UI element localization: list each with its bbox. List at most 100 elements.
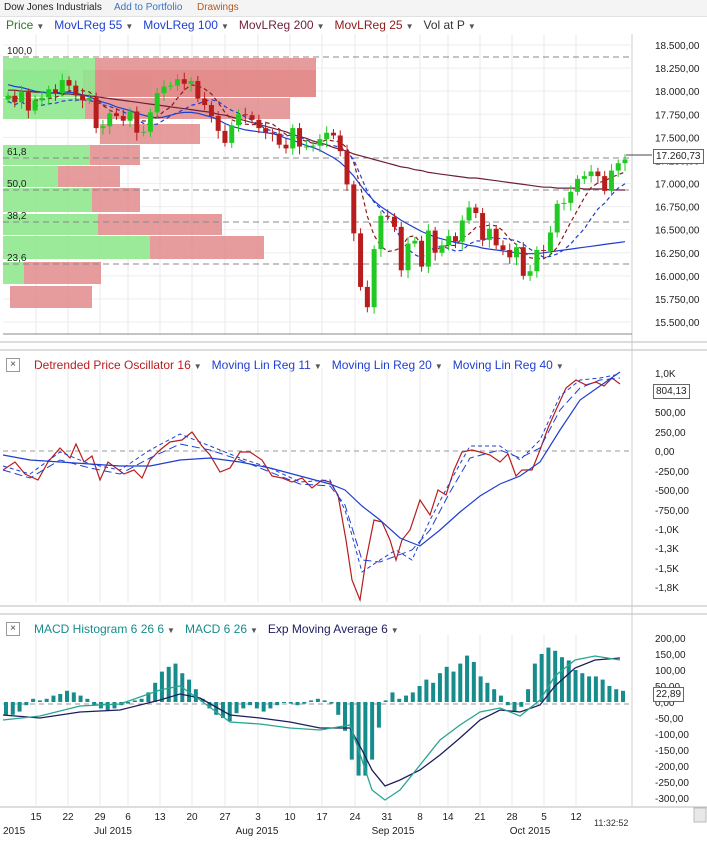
movlreg-100-line: [7, 99, 626, 259]
candle-body: [561, 202, 567, 204]
x-day-label: 17: [316, 812, 328, 823]
macd-histogram-bar: [478, 676, 483, 702]
candle-body: [480, 213, 486, 240]
legend-label: MovLReg 55: [54, 18, 123, 32]
vap-bar: [3, 214, 98, 235]
candle-body: [622, 159, 628, 164]
legend-vol-at-price[interactable]: Vol at P ▼: [423, 18, 475, 34]
drawings-link[interactable]: Drawings: [197, 2, 239, 13]
candle-body: [236, 114, 242, 126]
macd-histogram-bar: [526, 689, 531, 702]
candle-body: [432, 230, 438, 253]
top-bar: Dow Jones Industrials Add to Portfolio D…: [0, 0, 707, 17]
chevron-down-icon: ▼: [313, 362, 322, 371]
macd-histogram-bar: [492, 689, 497, 702]
candle-body: [276, 133, 282, 145]
fib-level-label: 38,2: [7, 211, 27, 222]
candle-body: [100, 126, 106, 129]
legend-dpo[interactable]: Detrended Price Oscillator 16 ▼: [34, 358, 202, 374]
dpo-tick-label: -1,8K: [655, 583, 679, 594]
fib-level-label: 100,0: [7, 46, 32, 57]
candle-body: [330, 132, 336, 136]
candle-body: [303, 146, 309, 148]
chevron-down-icon: ▼: [434, 362, 443, 371]
price-tick-label: 16.750,00: [655, 203, 700, 214]
vap-bar: [98, 214, 222, 235]
legend-macd[interactable]: MACD 6 26 ▼: [185, 622, 258, 638]
x-day-label: 3: [255, 812, 261, 823]
macd-histogram-bar: [512, 702, 517, 712]
vap-bar: [58, 166, 120, 187]
macd-histogram-bar: [458, 663, 463, 702]
macd-tick-label: 0,00: [655, 698, 675, 709]
macd-histogram-bar: [444, 666, 449, 702]
x-day-label: 22: [62, 812, 74, 823]
macd-tick-label: -200,00: [655, 762, 689, 773]
x-day-label: 24: [349, 812, 361, 823]
chevron-down-icon: ▼: [467, 22, 476, 31]
candle-body: [581, 176, 587, 179]
candle-body: [391, 216, 397, 227]
macd-tick-label: -300,00: [655, 794, 689, 805]
candle-body: [412, 240, 418, 244]
candle-body: [249, 115, 255, 120]
legend-exp-ma[interactable]: Exp Moving Average 6 ▼: [268, 622, 399, 638]
macd-histogram-bar: [376, 702, 381, 728]
legend-movlreg-25[interactable]: MovLReg 25 ▼: [335, 18, 414, 34]
macd-histogram-bar: [343, 702, 348, 731]
candle-body: [242, 114, 248, 116]
add-to-portfolio-link[interactable]: Add to Portfolio: [114, 2, 183, 13]
x-day-label: 8: [417, 812, 423, 823]
candle-body: [195, 81, 201, 99]
candle-body: [514, 247, 520, 258]
legend-lin-reg-40[interactable]: Moving Lin Reg 40 ▼: [453, 358, 564, 374]
macd-histogram-bar: [139, 698, 144, 702]
macd-histogram-bar: [44, 698, 49, 702]
lin-reg-20-line: [2, 377, 621, 563]
x-day-label: 21: [474, 812, 486, 823]
legend-movlreg-55[interactable]: MovLReg 55 ▼: [54, 18, 133, 34]
macd-histogram-bar: [261, 702, 266, 712]
dpo-tick-label: 500,00: [655, 408, 686, 419]
legend-label: MovLReg 200: [238, 18, 314, 32]
dpo-tick-label: 250,00: [655, 428, 686, 439]
close-icon[interactable]: ×: [6, 358, 20, 372]
macd-histogram-bar: [539, 654, 544, 702]
candle-body: [452, 236, 458, 242]
legend-lin-reg-11[interactable]: Moving Lin Reg 11 ▼: [212, 358, 322, 374]
macd-histogram-bar: [566, 660, 571, 702]
macd-tick-label: -100,00: [655, 730, 689, 741]
macd-histogram-bar: [166, 666, 171, 702]
candle-body: [568, 191, 574, 203]
close-icon[interactable]: ×: [6, 622, 20, 636]
candle-body: [52, 89, 58, 94]
macd-histogram-bar: [275, 702, 280, 706]
macd-histogram-bar: [234, 702, 239, 714]
macd-histogram-bar: [587, 676, 592, 702]
macd-histogram-bar: [329, 702, 334, 704]
legend-macd-histogram[interactable]: MACD Histogram 6 26 6 ▼: [34, 622, 175, 638]
candle-body: [351, 184, 357, 234]
macd-histogram-bar: [78, 695, 83, 702]
macd-histogram-bar: [465, 655, 470, 702]
legend-price[interactable]: Price ▼: [6, 18, 44, 34]
candle-body: [507, 249, 513, 258]
legend-movlreg-200[interactable]: MovLReg 200 ▼: [239, 18, 325, 34]
fib-level-label: 23,6: [7, 253, 27, 264]
legend-movlreg-100[interactable]: MovLReg 100 ▼: [143, 18, 229, 34]
legend-lin-reg-20[interactable]: Moving Lin Reg 20 ▼: [332, 358, 443, 374]
candle-body: [297, 128, 303, 147]
price-tick-label: 16.250,00: [655, 249, 700, 260]
dpo-tick-label: -1,0K: [655, 525, 679, 536]
candle-body: [520, 247, 526, 276]
dpo-line: [2, 377, 621, 603]
price-tick-label: 18.000,00: [655, 87, 700, 98]
x-day-label: 15: [30, 812, 42, 823]
macd-histogram-bar: [356, 702, 361, 776]
dpo-legend: × Detrended Price Oscillator 16 ▼ Moving …: [6, 358, 564, 374]
macd-histogram-bar: [146, 692, 151, 702]
macd-histogram-bar: [220, 702, 225, 718]
candle-body: [608, 170, 614, 191]
candle-body: [188, 81, 194, 84]
